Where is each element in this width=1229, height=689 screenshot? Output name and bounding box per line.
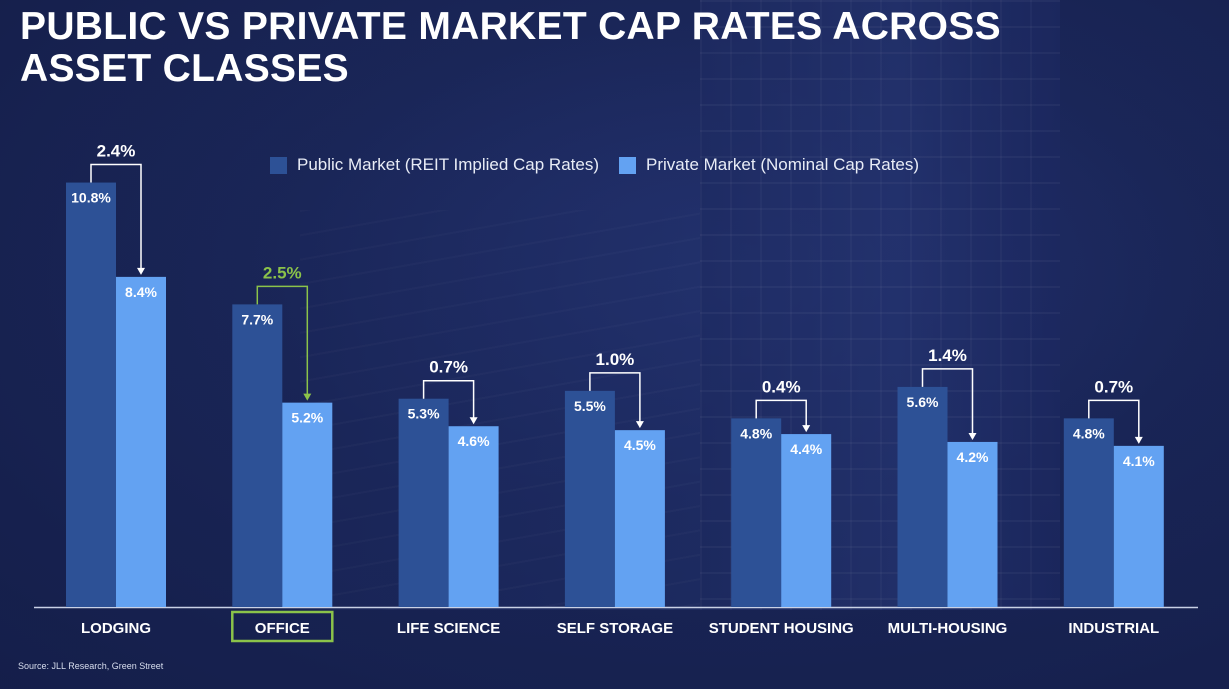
category-label-2: LIFE SCIENCE — [397, 620, 500, 637]
spread-label-0: 2.4% — [97, 142, 136, 161]
highlight-box-office — [231, 610, 334, 643]
legend-item-public: Public Market (REIT Implied Cap Rates) — [270, 155, 599, 175]
spread-arrow-4 — [802, 425, 811, 433]
category-label-4: STUDENT HOUSING — [709, 620, 854, 637]
legend-label-public: Public Market (REIT Implied Cap Rates) — [297, 155, 600, 174]
legend-swatch-private — [619, 156, 637, 174]
spread-arrow-6 — [1134, 436, 1143, 444]
bar-public-3 — [564, 390, 615, 607]
bar-public-0 — [66, 182, 116, 607]
spread-label-2: 0.7% — [429, 358, 468, 377]
bar-public-1 — [232, 304, 283, 607]
data-label-private-4: 4.4% — [790, 441, 822, 457]
category-label-0: LODGING — [81, 620, 151, 637]
spread-bracket-0 — [90, 163, 142, 269]
data-label-private-5: 4.2% — [957, 449, 989, 465]
spread-label-5: 1.4% — [928, 346, 967, 365]
legend-item-private: Private Market (Nominal Cap Rates) — [619, 155, 919, 175]
data-label-private-3: 4.5% — [624, 437, 656, 453]
data-label-public-3: 5.5% — [574, 398, 606, 414]
data-label-private-0: 8.4% — [125, 284, 157, 300]
category-label-3: SELF STORAGE — [557, 620, 673, 637]
data-label-private-1: 5.2% — [291, 410, 323, 426]
data-label-public-6: 4.8% — [1073, 425, 1105, 441]
spread-label-4: 0.4% — [762, 377, 801, 396]
legend-label-private: Private Market (Nominal Cap Rates) — [646, 155, 920, 174]
bar-private-5 — [947, 441, 998, 607]
chart-legend: Public Market (REIT Implied Cap Rates) P… — [270, 155, 929, 175]
bar-private-4 — [781, 434, 832, 607]
category-label-5: MULTI-HOUSING — [888, 620, 1008, 637]
spread-arrow-0 — [137, 267, 145, 275]
page-title: PUBLIC VS PRIVATE MARKET CAP RATES ACROS… — [20, 5, 1001, 90]
spread-arrow-5 — [968, 432, 977, 440]
data-label-private-2: 4.6% — [458, 433, 490, 449]
spread-bracket-2 — [422, 379, 475, 419]
bar-public-6 — [1063, 418, 1114, 607]
spread-label-3: 1.0% — [596, 350, 635, 369]
bar-private-0 — [116, 276, 166, 607]
category-label-6: INDUSTRIAL — [1068, 620, 1159, 637]
spread-label-6: 0.7% — [1094, 377, 1133, 396]
spread-bracket-1 — [256, 285, 309, 395]
spread-bracket-6 — [1088, 399, 1140, 438]
spread-label-1: 2.5% — [263, 263, 302, 282]
data-label-public-2: 5.3% — [408, 406, 440, 422]
data-label-private-6: 4.1% — [1123, 453, 1155, 469]
data-label-public-4: 4.8% — [740, 425, 772, 441]
spread-arrow-1 — [303, 393, 312, 401]
source-note: Source: JLL Research, Green Street — [18, 661, 164, 671]
bar-private-2 — [448, 426, 499, 607]
bar-private-3 — [614, 430, 665, 607]
spread-arrow-2 — [469, 417, 478, 425]
bar-private-6 — [1113, 445, 1164, 607]
data-label-public-5: 5.6% — [907, 394, 939, 410]
category-label-1: OFFICE — [255, 620, 310, 637]
spread-arrow-3 — [635, 421, 644, 429]
spread-bracket-4 — [755, 399, 807, 427]
bar-public-4 — [731, 418, 782, 607]
spread-bracket-3 — [589, 372, 641, 423]
data-label-public-1: 7.7% — [241, 311, 273, 327]
bar-public-5 — [897, 386, 948, 607]
bar-private-1 — [282, 402, 333, 607]
bar-public-2 — [398, 398, 449, 607]
data-label-public-0: 10.8% — [71, 190, 111, 206]
legend-swatch-public — [270, 156, 287, 174]
spread-bracket-5 — [921, 368, 974, 434]
